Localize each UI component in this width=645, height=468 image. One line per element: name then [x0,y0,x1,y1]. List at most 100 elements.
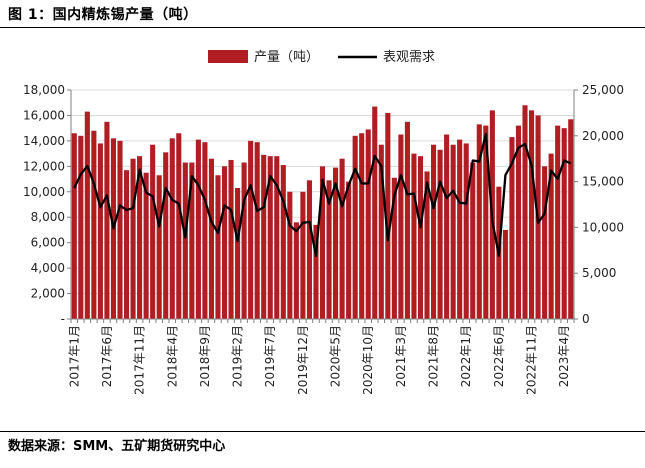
x-tick-label: 2023年4月 [557,325,571,387]
bar-2017年10月 [130,158,136,319]
bar-2021年10月 [444,134,450,319]
bar-2018年12月 [221,166,228,319]
x-tick-label: 2017年1月 [67,325,81,387]
bar-2018年6月 [182,162,188,319]
bar-2017年11月 [137,156,143,319]
bar-2019年9月 [280,165,286,319]
x-tick-label: 2019年7月 [263,325,277,387]
legend: 产量（吨） 表观需求 [208,50,435,65]
bar-2020年5月 [333,167,339,319]
y-axis-right-ticks: 0 5,000 10,000 15,000 20,000 25,000 [574,83,624,326]
y-right-tick-label: 15,000 [582,175,624,189]
bar-2022年8月 [509,137,515,319]
bar-2023年3月 [555,125,561,320]
bar-2017年8月 [117,140,123,319]
x-tick-label: 2017年6月 [100,325,114,387]
figure-title: 图 1：国内精炼锡产量（吨） [8,7,198,23]
bar-2020年9月 [359,133,365,319]
bar-2017年5月 [97,143,103,319]
bar-2022年3月 [476,124,482,319]
apparent-demand-line [73,132,572,257]
bar-2018年8月 [195,139,201,319]
y-left-tick-label: 2,000 [31,287,65,301]
bar-2020年2月 [313,224,319,319]
bar-2021年6月 [417,156,424,319]
bar-2021年4月 [404,121,410,319]
y-left-tick-label: 8,000 [31,210,65,224]
y-right-tick-label: 25,000 [582,83,624,97]
y-left-tick-label: 16,000 [23,108,65,122]
bar-series [71,105,574,320]
bar-2018年7月 [189,162,195,319]
bar-2019年5月 [254,142,260,319]
y-left-tick-label: 4,000 [31,261,65,275]
bar-2018年1月 [150,144,156,319]
x-tick-label: 2017年11月 [133,325,147,395]
bar-2021年9月 [437,149,443,319]
bar-2019年12月 [300,191,306,319]
y-right-tick-label: 20,000 [582,129,624,143]
bar-2018年5月 [176,133,182,319]
bar-2020年8月 [352,135,358,319]
bar-2019年4月 [248,140,254,319]
bar-2020年10月 [365,129,371,319]
legend-swatch-bar [208,50,248,63]
bar-2019年11月 [293,222,299,319]
x-tick-label: 2019年12月 [296,325,310,395]
bar-2020年11月 [372,106,378,319]
bar-2022年1月 [463,143,469,319]
bar-2019年3月 [241,162,247,319]
y-left-tick-label: 14,000 [23,134,65,148]
bar-2018年4月 [169,138,175,319]
bar-2017年6月 [104,121,110,319]
bar-2017年12月 [143,172,149,319]
title-divider [0,27,645,28]
bar-2023年1月 [542,166,548,319]
bar-2019年1月 [228,159,234,319]
x-tick-label: 2022年1月 [459,325,473,387]
bar-2020年12月 [378,144,384,319]
bar-2020年1月 [306,180,312,319]
y-right-tick-label: 10,000 [582,220,624,234]
chart: 产量（吨） 表观需求 - 2,000 4,000 6,000 8,000 10,000 12,… [23,50,624,395]
bar-2019年10月 [287,191,293,319]
legend-label-line: 表观需求 [383,50,435,65]
x-tick-label: 2019年2月 [231,325,245,387]
bar-2020年6月 [339,158,345,319]
y-left-tick-label: - [61,312,65,326]
y-right-tick-label: 0 [582,312,590,326]
y-left-tick-label: 18,000 [23,83,65,97]
bar-2022年9月 [515,125,522,320]
y-left-tick-label: 6,000 [31,236,65,250]
bar-2018年2月 [156,175,162,319]
bar-2019年7月 [267,156,273,319]
bar-2017年2月 [78,135,84,319]
x-axis-ticks: 2017年1月 2017年6月 2017年11月 2018年4月 2018年9月 2019… [67,319,575,395]
bar-2017年9月 [123,170,130,319]
x-tick-label: 2020年10月 [361,325,375,395]
bar-2022年11月 [528,110,535,319]
bar-2021年12月 [457,139,463,319]
bar-2022年4月 [483,125,489,320]
bar-2017年3月 [84,111,90,319]
y-right-tick-label: 5,000 [582,266,616,280]
axes [70,90,575,320]
bar-2022年10月 [522,105,528,320]
bar-2021年2月 [391,177,397,319]
x-tick-label: 2021年8月 [427,325,441,387]
bar-2021年3月 [398,134,404,319]
bar-2021年5月 [411,153,417,319]
figure-source: 数据来源：SMM、五矿期货研究中心 [8,439,226,454]
y-left-tick-label: 12,000 [23,159,65,173]
bar-2018年10月 [208,158,214,319]
x-tick-label: 2021年3月 [394,325,408,387]
bar-2018年9月 [202,142,208,319]
bar-2023年2月 [548,153,554,319]
bar-2021年11月 [450,144,456,319]
x-tick-label: 2018年9月 [198,325,212,387]
bar-2023年4月 [561,128,567,319]
x-tick-label: 2022年6月 [492,325,506,387]
bar-2017年1月 [71,133,77,319]
bar-2018年3月 [163,152,169,319]
bar-2021年7月 [424,171,430,319]
